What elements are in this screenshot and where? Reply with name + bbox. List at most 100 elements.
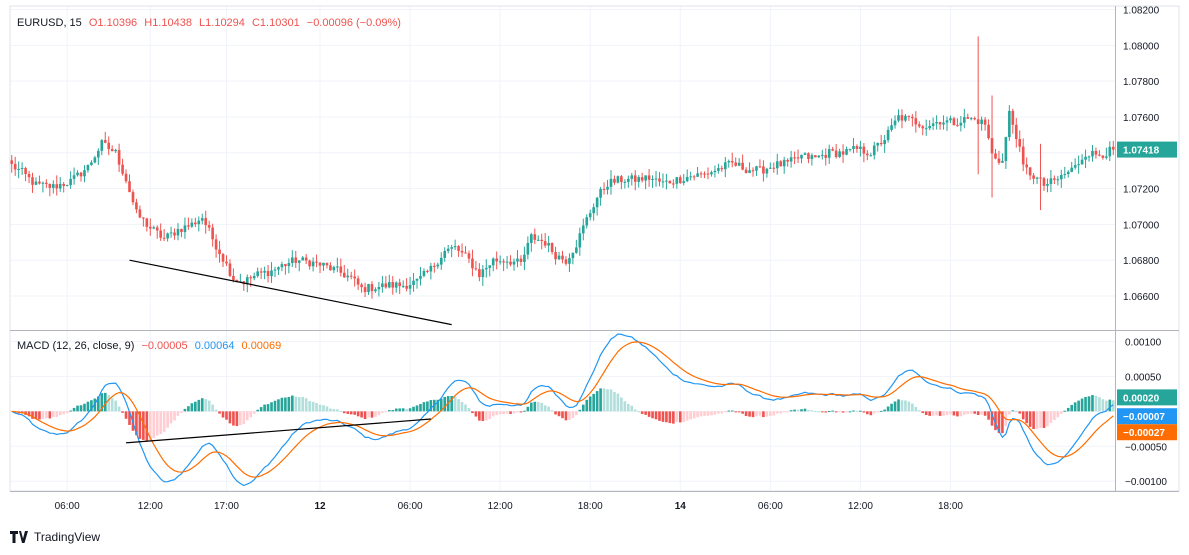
candle-body: [142, 217, 145, 219]
macd-histogram-bar: [415, 405, 419, 412]
macd-histogram-bar: [450, 396, 453, 412]
macd-histogram-bar: [27, 411, 31, 417]
macd-histogram-bar: [786, 411, 789, 413]
macd-histogram-bar: [245, 411, 249, 421]
candle-body: [221, 254, 225, 262]
macd-histogram-bar: [841, 411, 845, 413]
candle-body: [197, 220, 201, 225]
candle-body: [356, 278, 360, 285]
candle-body: [131, 192, 135, 203]
candle-body: [166, 233, 169, 239]
candle-body: [1105, 156, 1108, 158]
time-axis[interactable]: 06:00 12:00 17:00 12 06:00 12:00 18:00 14 06:00 1…: [55, 501, 964, 512]
macd-histogram-bar: [329, 408, 332, 412]
macd-histogram-bar: [987, 411, 990, 420]
macd-histogram-bar: [51, 411, 55, 418]
macd-histogram-bar: [713, 411, 717, 415]
candle-body: [699, 173, 703, 175]
open-value: O1.10396: [88, 17, 138, 29]
macd-histogram-bar: [1059, 411, 1063, 414]
candle-body: [31, 177, 34, 185]
candle-body: [277, 267, 280, 270]
macd-histogram-bar: [900, 400, 904, 412]
candle-body: [983, 119, 987, 125]
candle-body: [793, 157, 796, 159]
candle-body: [800, 154, 803, 159]
candle-body: [613, 178, 616, 183]
macd-histogram-bar: [34, 411, 38, 420]
candle-body: [308, 260, 311, 267]
macd-histogram-bar: [166, 411, 169, 428]
candle-body: [966, 117, 970, 119]
candle-body: [900, 115, 904, 121]
macd-histogram-bar: [148, 411, 152, 441]
candle-body: [245, 277, 249, 285]
macd-histogram-bar: [349, 411, 353, 415]
macd-histogram-bar: [1080, 398, 1084, 412]
candle-body: [616, 176, 620, 183]
symbol-label: EURUSD, 15: [17, 17, 82, 29]
macd-histogram-bar: [287, 396, 291, 412]
macd-histogram-bar: [699, 411, 703, 417]
macd-histogram-bar: [58, 411, 62, 416]
candle-body: [443, 250, 447, 258]
candle-body: [1004, 137, 1008, 161]
candle-body: [76, 172, 79, 176]
candle-body: [723, 162, 727, 170]
macd-histogram-bar: [668, 411, 672, 424]
candle-body: [387, 282, 391, 288]
macd-histogram-bar: [866, 411, 869, 415]
macd-histogram-bar: [751, 411, 755, 418]
macd-histogram-bar: [963, 411, 966, 415]
candle-body: [883, 140, 886, 145]
macd-histogram-bar: [107, 395, 111, 412]
tradingview-logo-icon: [10, 531, 28, 543]
candle-body: [810, 155, 814, 159]
price-axis[interactable]: 1.082001.080001.078001.076001.074001.072…: [1117, 6, 1177, 303]
macd-histogram-bar: [211, 404, 214, 412]
candle-body: [1046, 184, 1049, 186]
macd-histogram-bar: [429, 400, 433, 412]
macd-histogram-bar: [886, 406, 890, 412]
candle-body: [401, 285, 405, 287]
macd-tick-label: 0.00100: [1125, 337, 1162, 348]
macd-histogram-bar: [675, 411, 679, 423]
macd-histogram-bar: [938, 411, 942, 416]
candle-body: [183, 225, 187, 233]
macd-histogram-bar: [495, 411, 499, 416]
candle-body: [931, 123, 935, 126]
candle-body: [429, 265, 433, 272]
macd-axis[interactable]: 0.001000.000500.00000−0.00050−0.001000.0…: [1117, 337, 1177, 488]
macd-histogram-bar: [353, 411, 356, 415]
time-tick-label: 12:00: [488, 501, 513, 512]
candle-body: [550, 242, 554, 253]
candle-body: [730, 161, 734, 163]
macd-histogram-bar: [336, 409, 339, 412]
candle-body: [1021, 146, 1025, 165]
candle-body: [329, 265, 332, 271]
candle-body: [585, 217, 589, 226]
candle-body: [990, 138, 994, 154]
candle-body: [446, 248, 450, 251]
macd-histogram-bar: [290, 395, 294, 412]
macd-histogram-bar: [128, 411, 131, 425]
macd-histogram-bar: [820, 411, 824, 413]
macd-histogram-bar: [512, 411, 516, 414]
candle-body: [685, 177, 689, 182]
macd-histogram-bar: [523, 410, 526, 412]
macd-histogram-bar: [481, 411, 485, 421]
macd-histogram-bar: [214, 409, 218, 412]
candle-body: [65, 185, 69, 187]
tradingview-brand[interactable]: TradingView: [10, 530, 100, 544]
candle-body: [765, 168, 769, 174]
macd-histogram-bar: [484, 411, 488, 421]
price-tick-label: 1.06800: [1123, 256, 1160, 267]
candle-body: [623, 181, 627, 183]
trendlines[interactable]: [125, 259, 452, 444]
candle-body: [609, 178, 613, 187]
macd-hist-value: −0.00005: [141, 340, 188, 352]
macd-legend: MACD (12, 26, close, 9) −0.00005 0.00064…: [17, 340, 285, 352]
signal-line: [11, 341, 1114, 478]
candle-body: [543, 241, 547, 246]
